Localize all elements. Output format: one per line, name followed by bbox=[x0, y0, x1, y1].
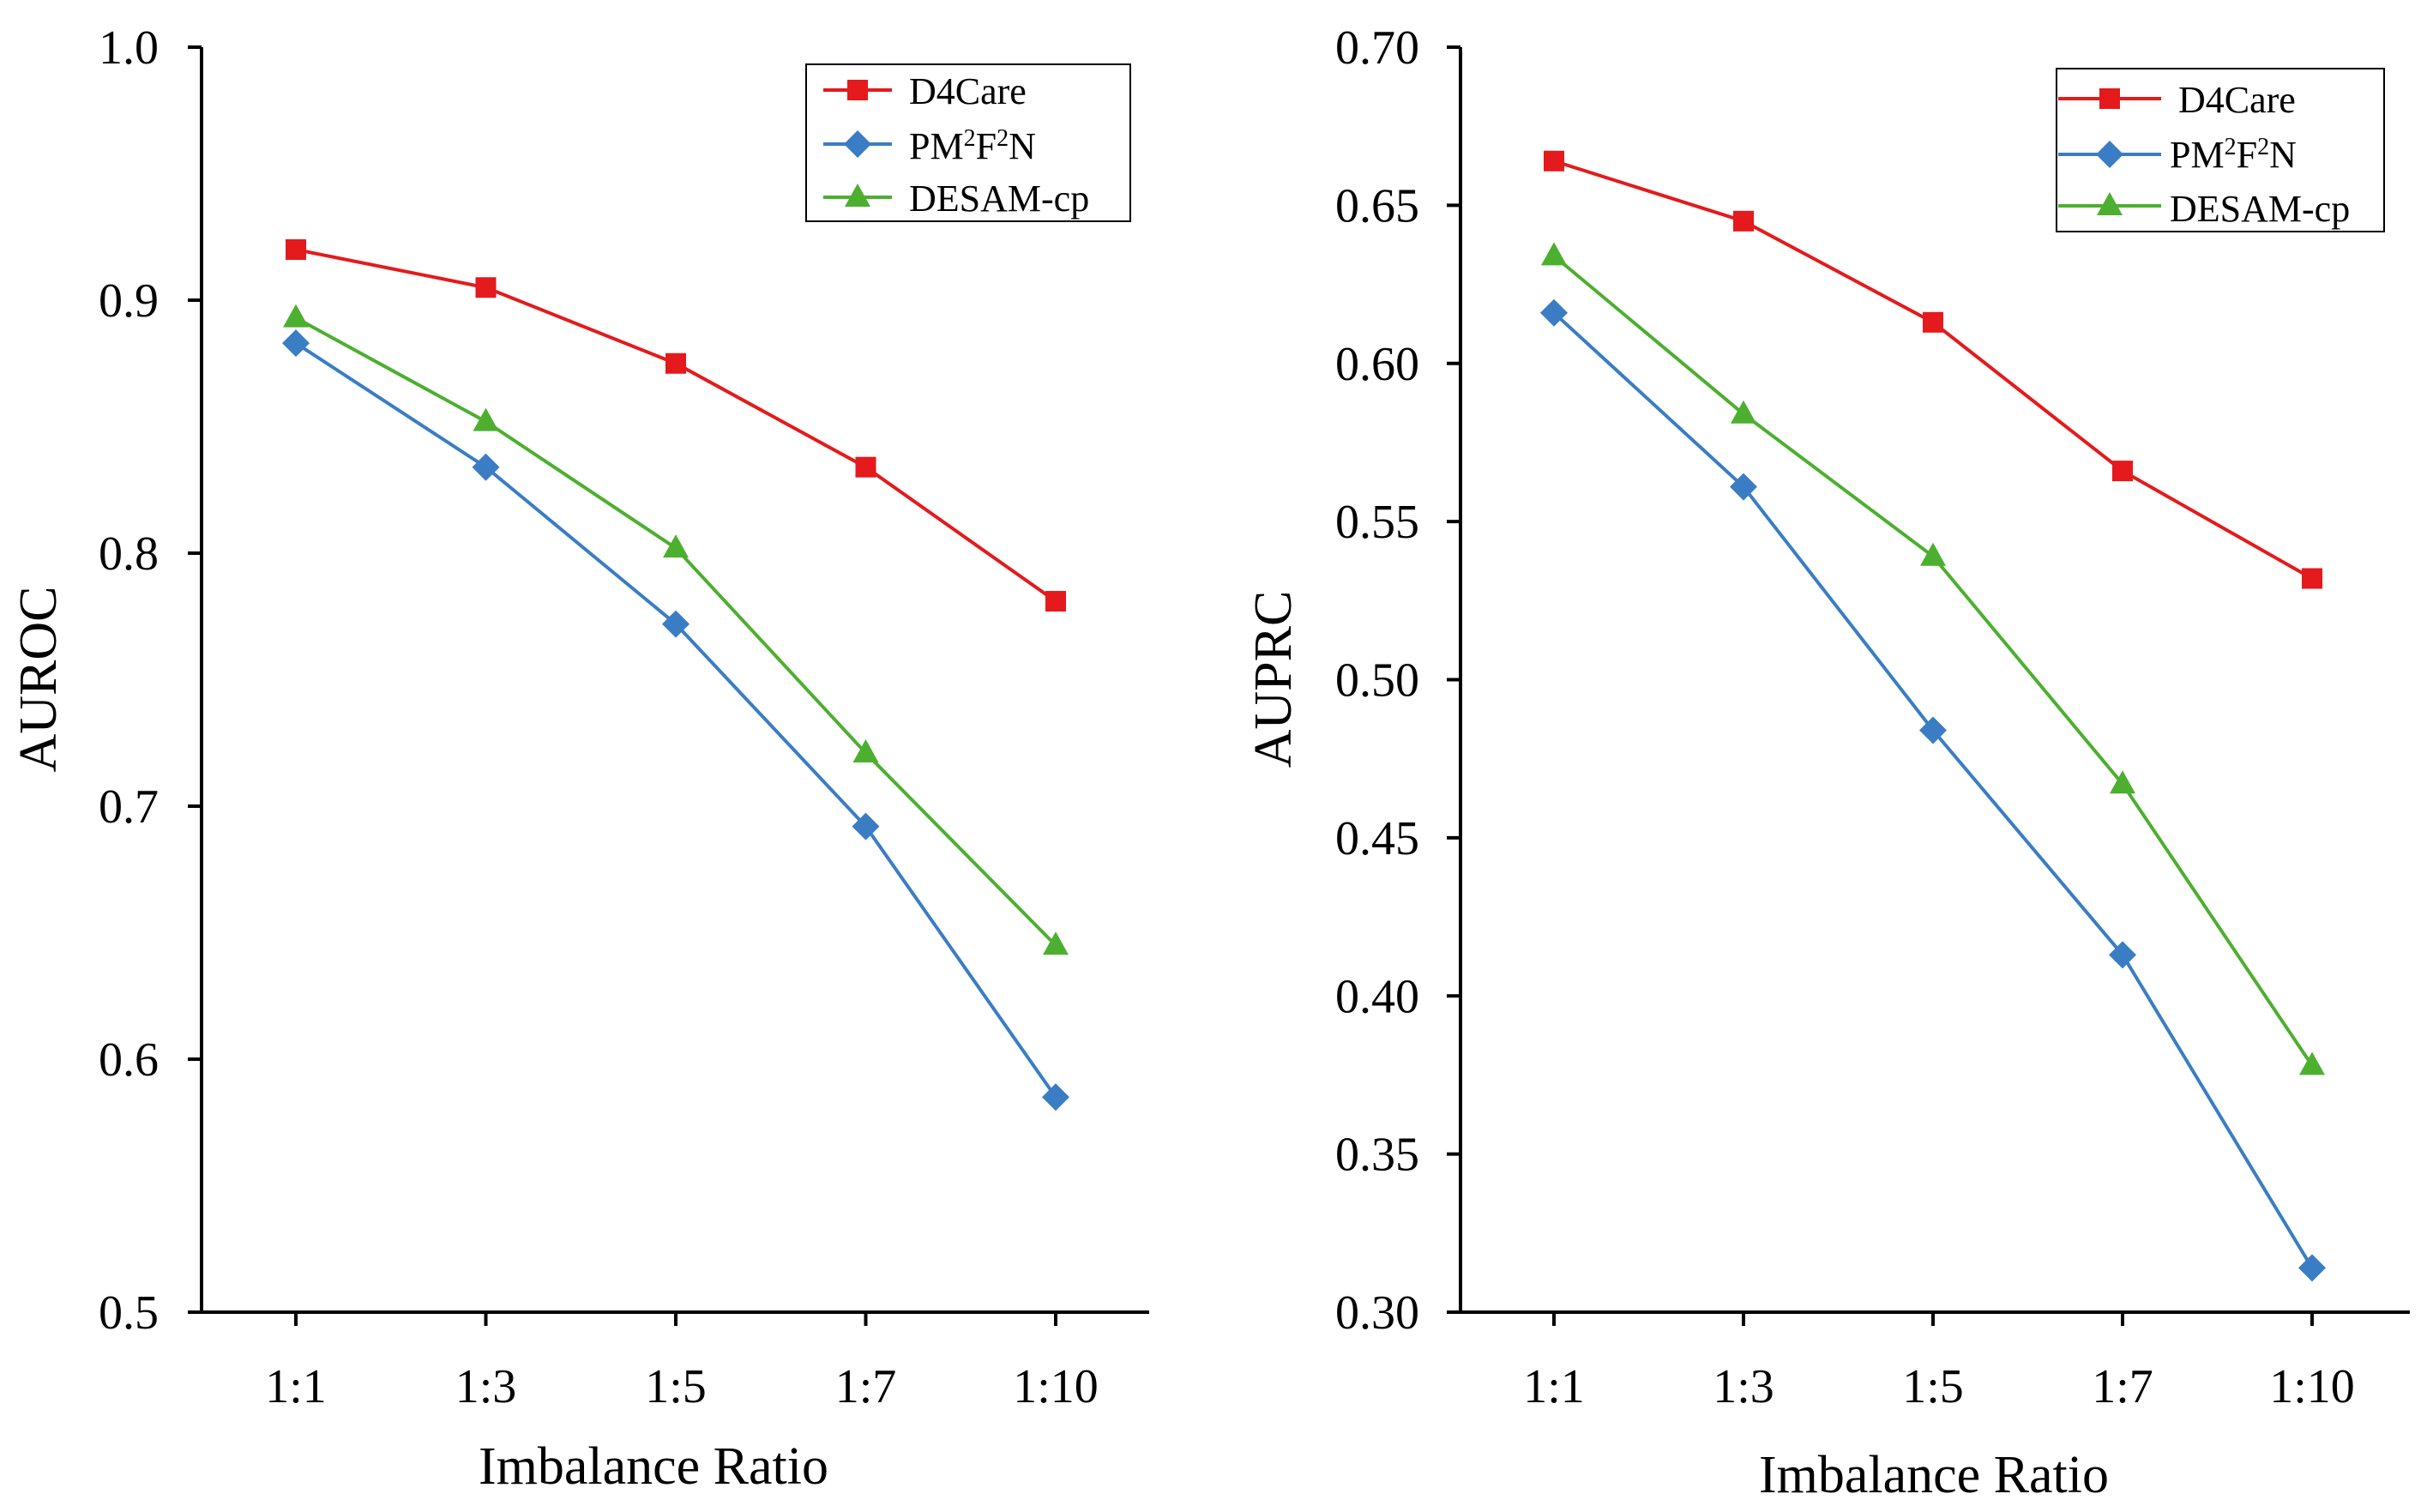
auroc-legend-marker-pm2f2n bbox=[844, 130, 871, 158]
auprc-point-d4care bbox=[2302, 568, 2322, 589]
auroc-point-d4care bbox=[855, 456, 876, 478]
auprc-y-tick-label: 0.55 bbox=[1335, 496, 1419, 549]
auroc-x-tick-label: 1:3 bbox=[455, 1360, 517, 1413]
auroc-point-desam-cp bbox=[663, 534, 689, 558]
auprc-x-ticks: 1:1 1:3 1:5 1:7 1:10 bbox=[1523, 1312, 2355, 1413]
auprc-y-tick-label: 0.60 bbox=[1335, 338, 1419, 391]
auprc-line-pm2f2n bbox=[1552, 311, 2314, 1269]
auprc-x-tick-label: 1:5 bbox=[1902, 1360, 1964, 1413]
auprc-y-axis-title: AUPRC bbox=[1244, 591, 1303, 768]
auroc-legend-marker-d4care bbox=[847, 80, 868, 100]
auroc-y-tick-label: 0.8 bbox=[99, 527, 159, 581]
auroc-y-tick-label: 0.7 bbox=[99, 780, 159, 834]
auroc-point-desam-cp bbox=[473, 407, 499, 431]
auprc-legend-label-pm2f2n: PM2F2N bbox=[2170, 134, 2297, 177]
auprc-legend: D4Care PM2F2N DESAM-cp bbox=[2056, 68, 2385, 232]
auroc-legend: D4Care PM2F2N DESAM-cp bbox=[805, 63, 1131, 222]
auroc-point-desam-cp bbox=[1043, 931, 1069, 955]
auprc-y-tick-label: 0.30 bbox=[1335, 1286, 1419, 1340]
auprc-legend-label-desam-cp: DESAM-cp bbox=[2170, 188, 2350, 230]
auroc-x-tick-label: 1:5 bbox=[645, 1360, 707, 1413]
auroc-x-tick-label: 1:7 bbox=[835, 1360, 897, 1413]
auprc-series bbox=[1540, 150, 2326, 1282]
auroc-x-ticks: 1:1 1:3 1:5 1:7 1:10 bbox=[265, 1312, 1099, 1413]
auroc-legend-label-desam-cp: DESAM-cp bbox=[909, 178, 1089, 220]
auprc-x-tick-label: 1:3 bbox=[1713, 1360, 1774, 1413]
auroc-point-d4care bbox=[475, 277, 497, 298]
auprc-y-tick-label: 0.50 bbox=[1335, 654, 1419, 708]
auprc-point-pm2f2n bbox=[1730, 473, 1757, 501]
auprc-x-tick-label: 1:1 bbox=[1523, 1360, 1585, 1413]
auprc-point-desam-cp bbox=[1731, 400, 1756, 424]
auprc-point-pm2f2n bbox=[2298, 1254, 2326, 1282]
auroc-point-desam-cp bbox=[283, 304, 309, 328]
auprc-panel: 0.30 0.35 0.40 0.45 0.50 0.55 0.60 0.65 0.70 1:1… bbox=[1244, 21, 2410, 1504]
auroc-point-desam-cp bbox=[852, 739, 879, 763]
auprc-y-ticks: 0.30 0.35 0.40 0.45 0.50 0.55 0.60 0.65 0.70 bbox=[1335, 21, 1460, 1340]
auroc-point-pm2f2n bbox=[472, 453, 500, 481]
auprc-point-desam-cp bbox=[2110, 770, 2135, 794]
auroc-point-pm2f2n bbox=[282, 329, 310, 358]
auroc-legend-marker-desam-cp bbox=[845, 184, 870, 207]
auroc-point-d4care bbox=[665, 352, 686, 374]
auroc-point-d4care bbox=[1045, 591, 1066, 612]
auprc-point-desam-cp bbox=[1920, 542, 1946, 566]
auprc-legend-label-d4care: D4Care bbox=[2178, 79, 2296, 121]
auroc-point-pm2f2n bbox=[662, 610, 690, 638]
auprc-line-desam-cp bbox=[1552, 254, 2314, 1067]
auroc-y-tick-label: 0.9 bbox=[99, 274, 159, 328]
auprc-legend-marker-desam-cp bbox=[2097, 192, 2123, 215]
auroc-point-d4care bbox=[286, 239, 306, 260]
auprc-y-tick-label: 0.70 bbox=[1335, 21, 1419, 75]
auroc-panel: 0.5 0.6 0.7 0.8 0.9 1.0 1:1 1:3 1:5 1:7 1:10 Imba… bbox=[9, 21, 1149, 1496]
auroc-legend-label-d4care: D4Care bbox=[909, 70, 1027, 112]
auprc-point-d4care bbox=[2112, 461, 2133, 482]
auprc-point-desam-cp bbox=[2299, 1051, 2325, 1075]
auprc-x-axis-title: Imbalance Ratio bbox=[1759, 1446, 2109, 1504]
auroc-legend-label-pm2f2n: PM2F2N bbox=[909, 125, 1036, 168]
auprc-y-tick-label: 0.35 bbox=[1335, 1129, 1419, 1182]
auprc-point-d4care bbox=[1733, 210, 1754, 232]
auprc-y-tick-label: 0.40 bbox=[1335, 970, 1419, 1023]
auroc-y-axis-title: AUROC bbox=[9, 586, 68, 772]
auprc-point-d4care bbox=[1923, 311, 1943, 333]
auroc-point-pm2f2n bbox=[1042, 1083, 1069, 1111]
auroc-y-tick-label: 0.6 bbox=[99, 1033, 159, 1087]
auprc-point-pm2f2n bbox=[1919, 716, 1947, 744]
auroc-y-tick-label: 1.0 bbox=[99, 21, 159, 75]
auroc-point-pm2f2n bbox=[852, 812, 880, 840]
auprc-legend-marker-pm2f2n bbox=[2096, 141, 2123, 168]
auroc-x-tick-label: 1:1 bbox=[265, 1360, 327, 1413]
auroc-series bbox=[282, 239, 1069, 1111]
auprc-y-tick-label: 0.45 bbox=[1335, 812, 1419, 865]
auroc-x-tick-label: 1:10 bbox=[1013, 1360, 1099, 1413]
auroc-y-tick-label: 0.5 bbox=[99, 1286, 159, 1340]
auprc-x-tick-label: 1:7 bbox=[2092, 1360, 2153, 1413]
auprc-x-tick-label: 1:10 bbox=[2269, 1360, 2355, 1413]
auprc-legend-marker-d4care bbox=[2099, 88, 2120, 109]
auprc-y-tick-label: 0.65 bbox=[1335, 179, 1419, 232]
auprc-point-pm2f2n bbox=[2109, 941, 2136, 969]
auroc-line-pm2f2n bbox=[294, 341, 1057, 1099]
auprc-point-d4care bbox=[1544, 150, 1564, 172]
auroc-x-axis-title: Imbalance Ratio bbox=[479, 1437, 828, 1496]
auprc-point-desam-cp bbox=[1541, 242, 1567, 266]
auroc-y-ticks: 0.5 0.6 0.7 0.8 0.9 1.0 bbox=[99, 21, 202, 1340]
auprc-point-pm2f2n bbox=[1540, 298, 1568, 327]
